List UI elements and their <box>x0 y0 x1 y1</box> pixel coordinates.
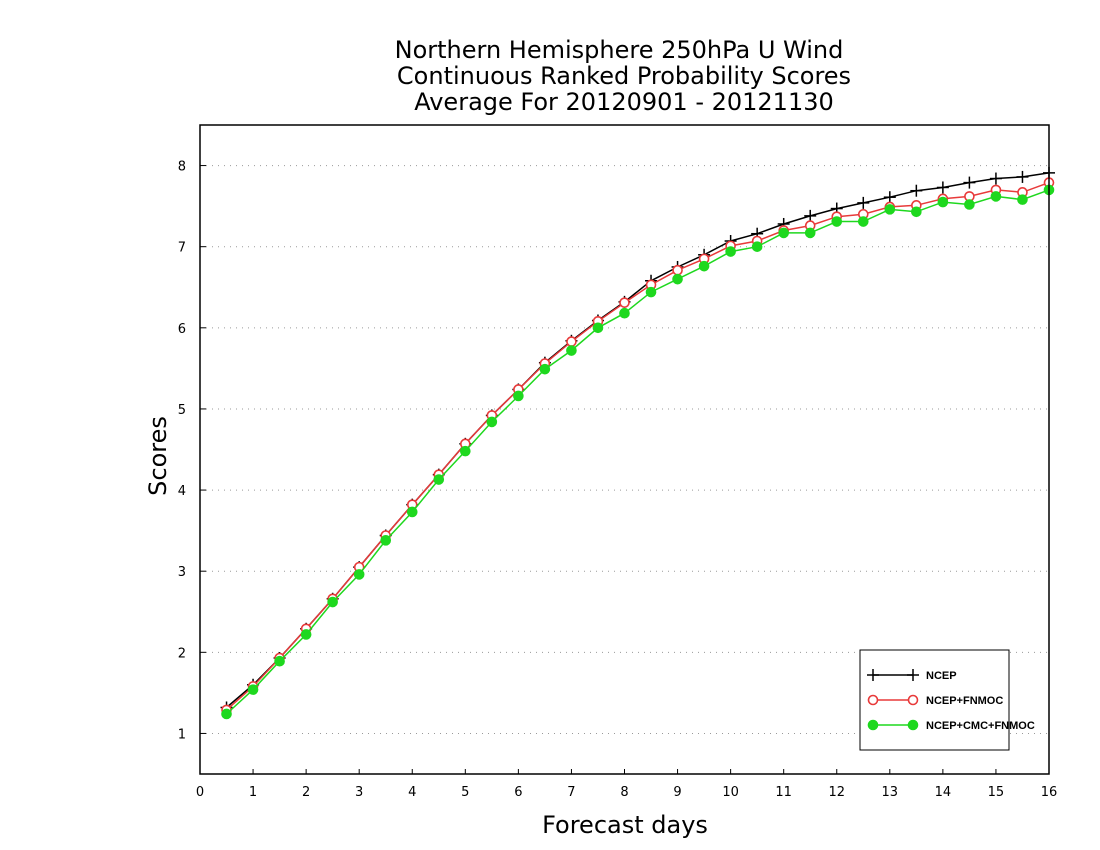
y-tick-label-4: 4 <box>178 484 186 499</box>
x-tick-label-2: 2 <box>302 785 310 800</box>
y-tick-label-7: 7 <box>178 241 186 256</box>
x-tick-label-0: 0 <box>196 785 204 800</box>
point-ncep-25 <box>883 191 896 204</box>
series-line-ncep <box>226 172 1050 709</box>
legend-marker-ncep-fnmoc-a <box>867 694 879 706</box>
point-ncep-cmc-fnmoc-2 <box>274 655 285 667</box>
point-ncep-cmc-fnmoc-10 <box>486 416 498 428</box>
x-tick-label-10: 10 <box>722 785 739 800</box>
point-ncep-28 <box>963 176 976 189</box>
chart-title: Northern Hemisphere 250hPa U Wind Contin… <box>395 36 851 116</box>
point-ncep-cmc-fnmoc-21 <box>778 227 789 239</box>
legend-label-ncep-cmc-fnmoc: NCEP+CMC+FNMOC <box>926 720 1035 732</box>
y-tick-label-6: 6 <box>178 322 186 337</box>
point-ncep-cmc-fnmoc-27 <box>937 196 949 208</box>
point-ncep-cmc-fnmoc-19 <box>725 246 736 257</box>
point-ncep-cmc-fnmoc-5 <box>353 569 365 580</box>
point-ncep-cmc-fnmoc-9 <box>460 445 471 457</box>
point-ncep-fnmoc-17 <box>672 264 683 276</box>
point-ncep-27 <box>936 181 949 194</box>
point-ncep-fnmoc-15 <box>619 297 630 308</box>
chart-title-line-1: Northern Hemisphere 250hPa U Wind <box>395 36 844 64</box>
y-tick-label-2: 2 <box>178 646 186 661</box>
x-tick-label-13: 13 <box>882 785 899 800</box>
point-ncep-cmc-fnmoc-0 <box>221 708 232 720</box>
point-ncep-cmc-fnmoc-6 <box>380 535 392 546</box>
legend-marker-ncep-a <box>867 669 879 681</box>
x-tick-label-5: 5 <box>461 785 469 800</box>
legend-marker-ncep-b <box>907 669 919 681</box>
point-ncep-cmc-fnmoc-24 <box>857 216 869 227</box>
point-ncep-26 <box>910 184 923 197</box>
series-lines <box>220 166 1055 720</box>
chart-title-line-3: Average For 20120901 - 20121130 <box>414 88 834 116</box>
x-tick-label-4: 4 <box>408 785 416 800</box>
point-ncep-24 <box>857 196 870 209</box>
y-tick-label-8: 8 <box>178 160 186 175</box>
legend-marker-ncep-cmc-fnmoc-b <box>907 719 919 731</box>
x-tick-label-3: 3 <box>355 785 363 800</box>
point-ncep-cmc-fnmoc-25 <box>884 204 896 215</box>
legend: NCEP NCEP+FNMOC NCEP+CMC+FNMOC <box>859 649 1035 751</box>
point-ncep-cmc-fnmoc-3 <box>300 629 312 640</box>
legend-marker-ncep-fnmoc-b <box>907 694 919 706</box>
point-ncep-cmc-fnmoc-4 <box>327 596 338 608</box>
point-ncep-22 <box>804 209 817 222</box>
x-tick-label-1: 1 <box>249 785 257 800</box>
point-ncep-cmc-fnmoc-22 <box>804 227 816 239</box>
x-tick-label-16: 16 <box>1041 785 1058 800</box>
point-ncep-cmc-fnmoc-29 <box>990 191 1002 202</box>
legend-label-ncep: NCEP <box>926 670 957 682</box>
point-ncep-cmc-fnmoc-28 <box>964 199 975 210</box>
point-ncep-cmc-fnmoc-15 <box>619 307 630 319</box>
point-ncep-cmc-fnmoc-11 <box>513 390 524 402</box>
x-tick-label-15: 15 <box>988 785 1005 800</box>
y-axis-label: Scores <box>144 416 172 496</box>
legend-marker-ncep-cmc-fnmoc-a <box>867 719 879 731</box>
point-ncep-cmc-fnmoc-12 <box>539 363 551 375</box>
point-ncep-cmc-fnmoc-8 <box>433 474 445 485</box>
y-tick-label-3: 3 <box>178 565 186 580</box>
point-ncep-fnmoc-13 <box>566 336 577 347</box>
point-ncep-cmc-fnmoc-14 <box>592 322 604 334</box>
grid <box>200 165 1049 734</box>
x-tick-label-8: 8 <box>620 785 628 800</box>
point-ncep-cmc-fnmoc-20 <box>751 241 763 252</box>
x-tick-label-11: 11 <box>775 785 792 800</box>
point-ncep-cmc-fnmoc-18 <box>698 260 710 272</box>
x-tick-label-9: 9 <box>673 785 681 800</box>
point-ncep-cmc-fnmoc-16 <box>645 286 657 298</box>
point-ncep-29 <box>989 172 1002 185</box>
series-line-ncep-fnmoc <box>226 181 1050 711</box>
point-ncep-cmc-fnmoc-23 <box>831 216 843 227</box>
point-ncep-cmc-fnmoc-1 <box>247 684 259 695</box>
point-ncep-cmc-fnmoc-26 <box>911 206 922 218</box>
y-tick-label-1: 1 <box>178 727 186 742</box>
chart-title-line-2: Continuous Ranked Probability Scores <box>397 62 851 90</box>
x-tick-label-7: 7 <box>567 785 575 800</box>
legend-label-ncep-fnmoc: NCEP+FNMOC <box>926 695 1003 707</box>
series-line-ncep-cmc-fnmoc <box>225 189 1050 715</box>
point-ncep-cmc-fnmoc-13 <box>566 345 577 356</box>
x-tick-label-14: 14 <box>935 785 952 800</box>
point-ncep-cmc-fnmoc-30 <box>1017 194 1028 205</box>
point-ncep-cmc-fnmoc-17 <box>672 273 683 285</box>
x-axis-label: Forecast days <box>542 811 708 839</box>
point-ncep-cmc-fnmoc-7 <box>406 506 418 518</box>
y-tick-label-5: 5 <box>178 403 186 418</box>
point-ncep-30 <box>1016 170 1029 183</box>
x-tick-label-12: 12 <box>828 785 845 800</box>
x-tick-label-6: 6 <box>514 785 522 800</box>
